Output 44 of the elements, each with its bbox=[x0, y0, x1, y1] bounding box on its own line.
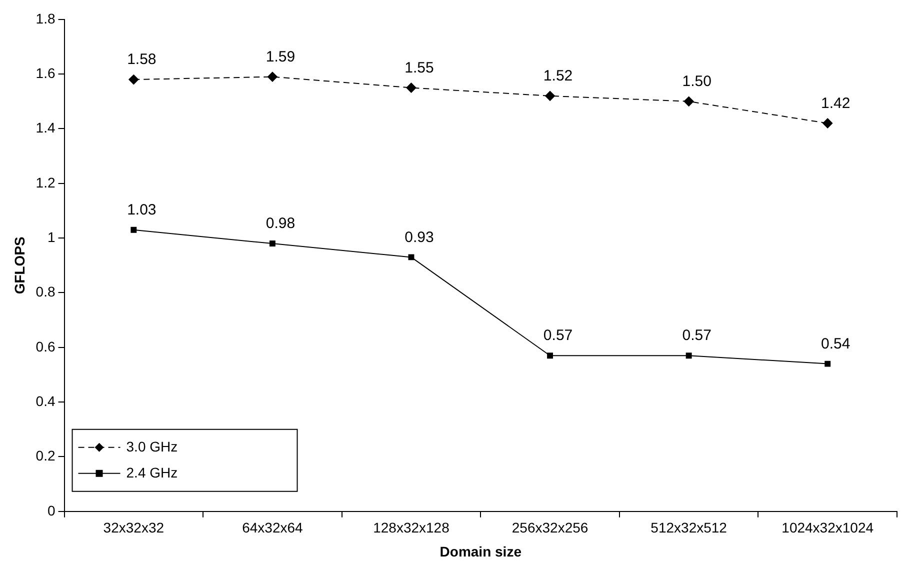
point bbox=[822, 118, 833, 128]
point bbox=[267, 72, 278, 82]
y-tick-label: 0.8 bbox=[36, 284, 56, 300]
point bbox=[269, 240, 276, 247]
data-label: 1.55 bbox=[404, 59, 434, 76]
point bbox=[684, 96, 694, 106]
data-label: 1.52 bbox=[543, 68, 573, 85]
y-tick-label: 1.8 bbox=[36, 10, 56, 26]
point bbox=[128, 74, 139, 85]
data-label: 0.57 bbox=[682, 327, 712, 344]
y-tick-label: 1 bbox=[47, 228, 56, 245]
point bbox=[547, 352, 553, 359]
x-tick-label: 1024x32x1024 bbox=[782, 520, 874, 536]
point bbox=[686, 352, 692, 359]
point bbox=[130, 226, 137, 233]
y-tick-label: 0.6 bbox=[36, 338, 56, 354]
point bbox=[408, 254, 414, 260]
data-label: 0.98 bbox=[266, 215, 296, 232]
data-label: 1.59 bbox=[266, 48, 296, 66]
point bbox=[406, 82, 416, 93]
x-tick-label: 512x32x512 bbox=[650, 520, 728, 536]
y-tick-label: 0.2 bbox=[36, 448, 56, 464]
point bbox=[545, 90, 556, 101]
legend-label: 3.0 GHz bbox=[126, 438, 178, 454]
x-tick-label: 128x32x128 bbox=[373, 520, 450, 536]
y-tick-label: 1.6 bbox=[36, 64, 56, 81]
x-tick-label: 256x32x256 bbox=[512, 520, 588, 536]
data-label: 1.58 bbox=[127, 51, 156, 68]
x-axis-title: Domain size bbox=[440, 543, 522, 560]
y-tick-label: 0.4 bbox=[36, 392, 56, 409]
y-tick-label: 0 bbox=[47, 502, 56, 518]
x-tick-label: 32x32x32 bbox=[103, 520, 164, 536]
data-label: 0.54 bbox=[821, 335, 850, 352]
x-tick-label: 64x32x64 bbox=[242, 520, 304, 536]
data-label: 1.50 bbox=[682, 73, 712, 90]
y-tick-label: 1.4 bbox=[36, 120, 56, 136]
data-label: 0.93 bbox=[404, 228, 434, 246]
y-axis-title: GFLOPS bbox=[11, 236, 28, 294]
data-label: 1.03 bbox=[127, 202, 156, 219]
data-label: 0.57 bbox=[543, 327, 573, 344]
y-tick-label: 1.2 bbox=[36, 174, 56, 190]
data-label: 1.42 bbox=[821, 94, 850, 112]
legend-label: 2.4 GHz bbox=[126, 464, 178, 480]
point bbox=[824, 360, 831, 367]
